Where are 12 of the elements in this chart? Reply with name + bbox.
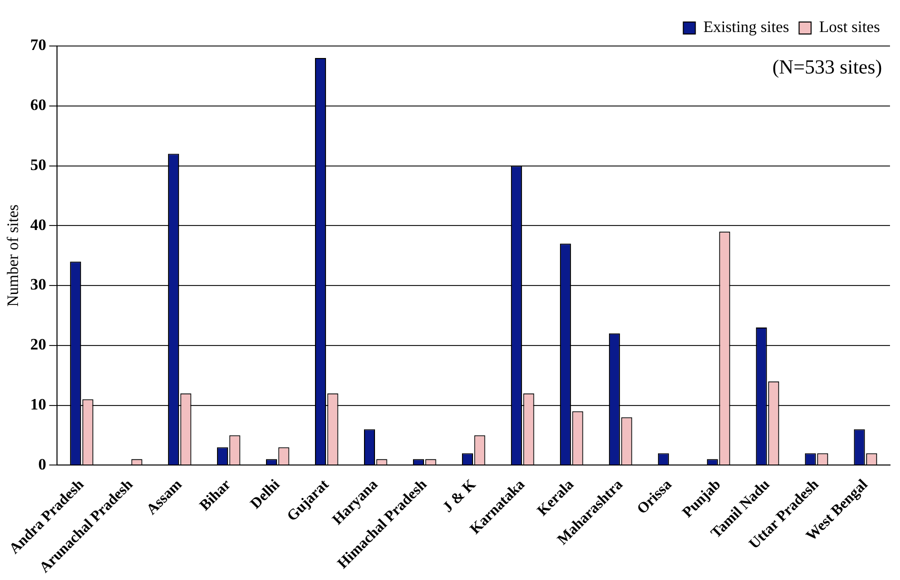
y-tick-label: 10	[30, 396, 46, 414]
annotation: (N=533 sites)	[772, 56, 882, 78]
y-tick-label: 70	[30, 37, 46, 54]
y-axis-title: Number of sites	[4, 204, 22, 307]
y-tick-label: 50	[30, 156, 46, 174]
legend-label: Lost sites	[819, 19, 880, 36]
y-tick-label: 20	[30, 336, 46, 354]
y-tick-label: 30	[30, 276, 46, 294]
y-tick-label: 60	[30, 97, 46, 114]
y-tick-label: 40	[30, 216, 46, 234]
y-tick-label: 0	[38, 456, 46, 474]
legend-label: Existing sites	[703, 19, 790, 36]
